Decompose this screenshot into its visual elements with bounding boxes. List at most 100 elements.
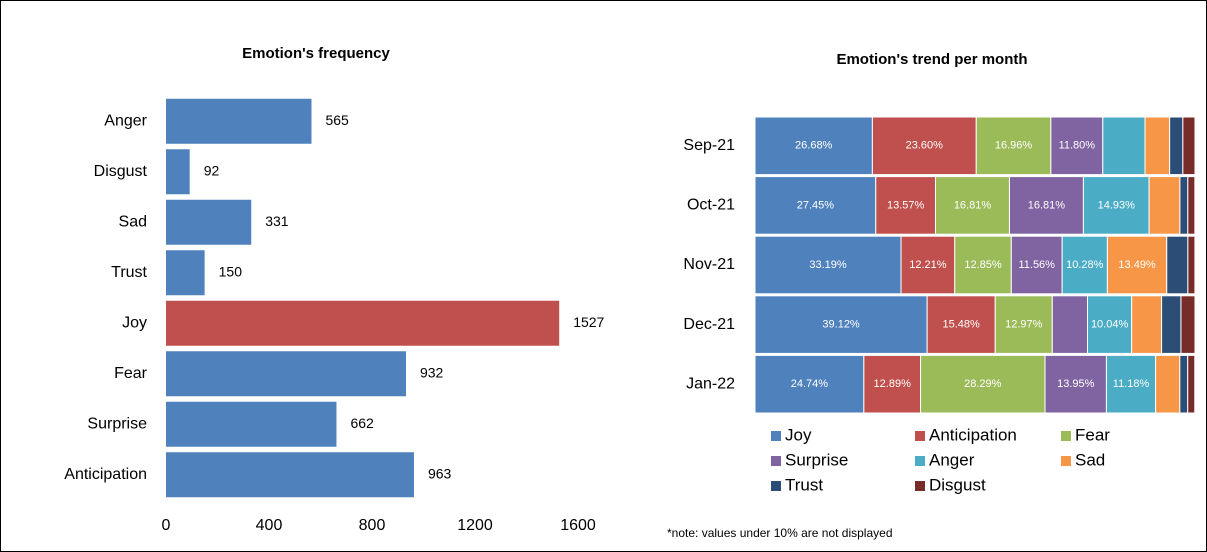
bar-segment bbox=[871, 116, 977, 176]
bar-segment bbox=[1179, 176, 1189, 235]
data-label: 33.19% bbox=[809, 259, 847, 271]
data-label: 331 bbox=[265, 213, 289, 229]
data-label: 16.81% bbox=[954, 199, 992, 211]
data-label: 26.68% bbox=[795, 140, 833, 152]
legend-label: Fear bbox=[1075, 425, 1110, 444]
bar-segment bbox=[1169, 116, 1184, 176]
bar bbox=[166, 401, 337, 447]
data-label: 92 bbox=[204, 162, 220, 178]
data-label: 1527 bbox=[573, 314, 604, 330]
bar-segment bbox=[920, 354, 1046, 414]
data-label: 10.04% bbox=[1091, 319, 1129, 331]
bar-segment bbox=[994, 295, 1053, 354]
bar-segment bbox=[754, 354, 865, 414]
legend-label: Disgust bbox=[929, 475, 986, 494]
y-tick-label: Nov-21 bbox=[683, 256, 735, 273]
bar-segment bbox=[1148, 176, 1181, 235]
data-label: 13.49% bbox=[1118, 259, 1156, 271]
x-tick-label: 800 bbox=[359, 517, 386, 534]
legend-swatch bbox=[1061, 456, 1071, 466]
y-tick-label: Anticipation bbox=[64, 466, 147, 483]
data-label: 16.96% bbox=[995, 140, 1033, 152]
bar-segment bbox=[754, 176, 877, 235]
data-label: 15.48% bbox=[943, 319, 981, 331]
y-tick-label: Jan-22 bbox=[686, 375, 735, 392]
data-label: 12.21% bbox=[909, 259, 947, 271]
data-label: 24.74% bbox=[791, 378, 829, 390]
bar-segment bbox=[926, 295, 996, 354]
bar-segment bbox=[1144, 116, 1171, 176]
y-tick-label: Sad bbox=[119, 213, 147, 230]
bar-segment bbox=[1106, 235, 1168, 295]
legend-swatch bbox=[771, 456, 781, 466]
bar-segment bbox=[1187, 354, 1196, 414]
data-label: 12.97% bbox=[1005, 319, 1043, 331]
x-tick-label: 0 bbox=[162, 517, 171, 534]
y-tick-label: Sep-21 bbox=[683, 137, 735, 154]
y-tick-label: Surprise bbox=[87, 415, 147, 432]
legend-label: Sad bbox=[1075, 450, 1105, 469]
data-label: 565 bbox=[325, 112, 349, 128]
legend-swatch bbox=[915, 431, 925, 441]
bar-segment bbox=[1155, 354, 1181, 414]
bar bbox=[166, 250, 205, 296]
legend-label: Anger bbox=[929, 450, 975, 469]
y-tick-label: Trust bbox=[111, 264, 147, 281]
data-label: 11.80% bbox=[1059, 140, 1096, 152]
chart-title: Emotion's trend per month bbox=[836, 51, 1027, 68]
bar-segment bbox=[1182, 116, 1196, 176]
bar bbox=[166, 351, 406, 397]
bar-segment bbox=[875, 176, 936, 235]
data-label: 10.28% bbox=[1066, 259, 1104, 271]
data-label: 14.93% bbox=[1098, 199, 1136, 211]
legend-label: Joy bbox=[785, 425, 812, 444]
data-label: 39.12% bbox=[822, 319, 860, 331]
data-label: 932 bbox=[420, 364, 444, 380]
data-label: 12.85% bbox=[964, 259, 1002, 271]
legend-swatch bbox=[915, 481, 925, 491]
data-label: 662 bbox=[350, 415, 374, 431]
data-label: 16.81% bbox=[1028, 199, 1066, 211]
bar-segment bbox=[900, 235, 956, 295]
bar bbox=[166, 300, 560, 346]
data-label: 12.89% bbox=[874, 378, 912, 390]
bar-segment bbox=[1179, 354, 1189, 414]
x-tick-label: 1200 bbox=[457, 517, 493, 534]
bar-segment bbox=[1187, 176, 1196, 235]
legend-swatch bbox=[1061, 431, 1071, 441]
data-label: 11.18% bbox=[1113, 378, 1150, 390]
bar-segment bbox=[754, 116, 873, 176]
bar-segment bbox=[754, 295, 928, 354]
y-tick-label: Fear bbox=[114, 365, 148, 382]
x-tick-label: 400 bbox=[256, 517, 283, 534]
y-tick-label: Anger bbox=[104, 112, 147, 129]
bar-segment bbox=[1010, 235, 1063, 295]
data-label: 963 bbox=[428, 465, 452, 481]
bar-segment bbox=[1050, 116, 1104, 176]
bar-segment bbox=[1166, 235, 1189, 295]
bar-segment bbox=[863, 354, 922, 414]
y-tick-label: Dec-21 bbox=[683, 316, 735, 333]
y-tick-label: Disgust bbox=[94, 163, 148, 180]
chart-title: Emotion's frequency bbox=[242, 45, 390, 62]
bar-segment bbox=[1131, 295, 1163, 354]
bar-segment bbox=[1180, 295, 1196, 354]
y-tick-label: Joy bbox=[122, 314, 147, 331]
bar-segment bbox=[1051, 295, 1089, 354]
bar-segment bbox=[1187, 235, 1196, 295]
data-label: 11.56% bbox=[1018, 259, 1055, 271]
legend-label: Trust bbox=[785, 475, 823, 494]
bar-segment bbox=[1087, 295, 1133, 354]
data-label: 23.60% bbox=[906, 140, 944, 152]
bar bbox=[166, 452, 414, 498]
bar-segment bbox=[975, 116, 1052, 176]
data-label: 13.57% bbox=[887, 199, 925, 211]
x-tick-label: 1600 bbox=[560, 517, 596, 534]
bar-segment bbox=[1161, 295, 1182, 354]
note: *note: values under 10% are not displaye… bbox=[667, 526, 893, 540]
legend-swatch bbox=[915, 456, 925, 466]
bar bbox=[166, 98, 312, 144]
data-label: 27.45% bbox=[797, 199, 835, 211]
bar-segment bbox=[954, 235, 1012, 295]
